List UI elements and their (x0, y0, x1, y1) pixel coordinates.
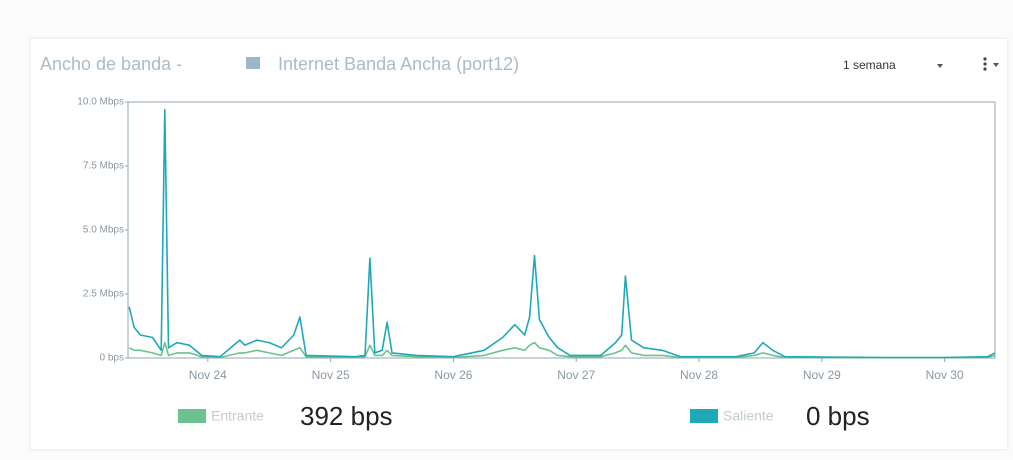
range-caret (937, 64, 943, 68)
legend-current-value: 0 bps (806, 401, 870, 431)
x-tick-label: Nov 25 (312, 368, 350, 382)
x-tick-label: Nov 27 (557, 368, 595, 382)
menu-button[interactable] (983, 57, 999, 71)
x-tick-label: Nov 28 (680, 368, 718, 382)
legend-current-value: 392 bps (300, 401, 393, 431)
chart-title: Ancho de banda - (40, 54, 182, 74)
menu-dot (983, 57, 987, 61)
card (29, 37, 1009, 451)
y-tick-label: 5.0 Mbps (83, 225, 124, 236)
interface-name[interactable]: Internet Banda Ancha (port12) (278, 54, 519, 74)
menu-caret (993, 63, 999, 67)
y-tick-label: 7.5 Mbps (83, 161, 124, 172)
x-tick-label: Nov 29 (803, 368, 841, 382)
x-tick-label: Nov 24 (189, 368, 227, 382)
y-tick-label: 10.0 Mbps (77, 97, 124, 108)
range-selector[interactable]: 1 semana (843, 58, 896, 72)
x-tick-label: Nov 26 (434, 368, 472, 382)
legend-label: Entrante (211, 408, 264, 424)
menu-dot (983, 62, 987, 66)
series-line (128, 108, 996, 359)
y-tick-label: 2.5 Mbps (83, 289, 124, 300)
legend-label: Saliente (723, 408, 774, 424)
menu-dot (983, 67, 987, 71)
legend-swatch (690, 409, 718, 423)
x-tick-label: Nov 30 (926, 368, 964, 382)
y-tick-label: 0 bps (100, 353, 124, 364)
interface-icon (246, 57, 260, 69)
legend-swatch (178, 409, 206, 423)
